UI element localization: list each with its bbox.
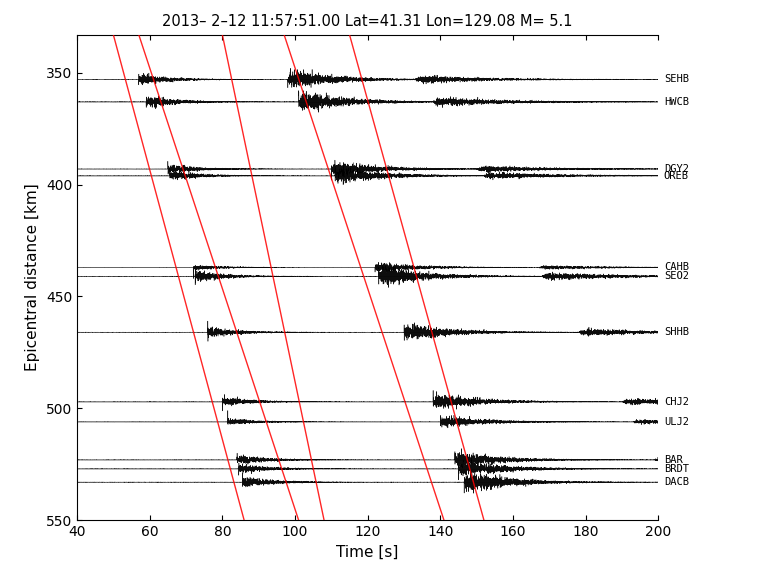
Text: SHHB: SHHB xyxy=(664,327,689,337)
Text: BAR: BAR xyxy=(664,455,682,465)
Text: BRDT: BRDT xyxy=(664,464,689,474)
Text: ULJ2: ULJ2 xyxy=(664,417,689,427)
Text: SEHB: SEHB xyxy=(664,75,689,84)
Title: 2013– 2–12 11:57:51.00 Lat=41.31 Lon=129.08 M= 5.1: 2013– 2–12 11:57:51.00 Lat=41.31 Lon=129… xyxy=(162,14,573,29)
Text: DGY2: DGY2 xyxy=(664,164,689,174)
Y-axis label: Epicentral distance [km]: Epicentral distance [km] xyxy=(25,184,40,371)
Text: DACB: DACB xyxy=(664,477,689,487)
Text: HWCB: HWCB xyxy=(664,97,689,107)
Text: CHJ2: CHJ2 xyxy=(664,397,689,406)
Text: SEO2: SEO2 xyxy=(664,271,689,281)
Text: CAHB: CAHB xyxy=(664,262,689,272)
X-axis label: Time [s]: Time [s] xyxy=(336,544,399,560)
Text: OREB: OREB xyxy=(664,171,689,181)
